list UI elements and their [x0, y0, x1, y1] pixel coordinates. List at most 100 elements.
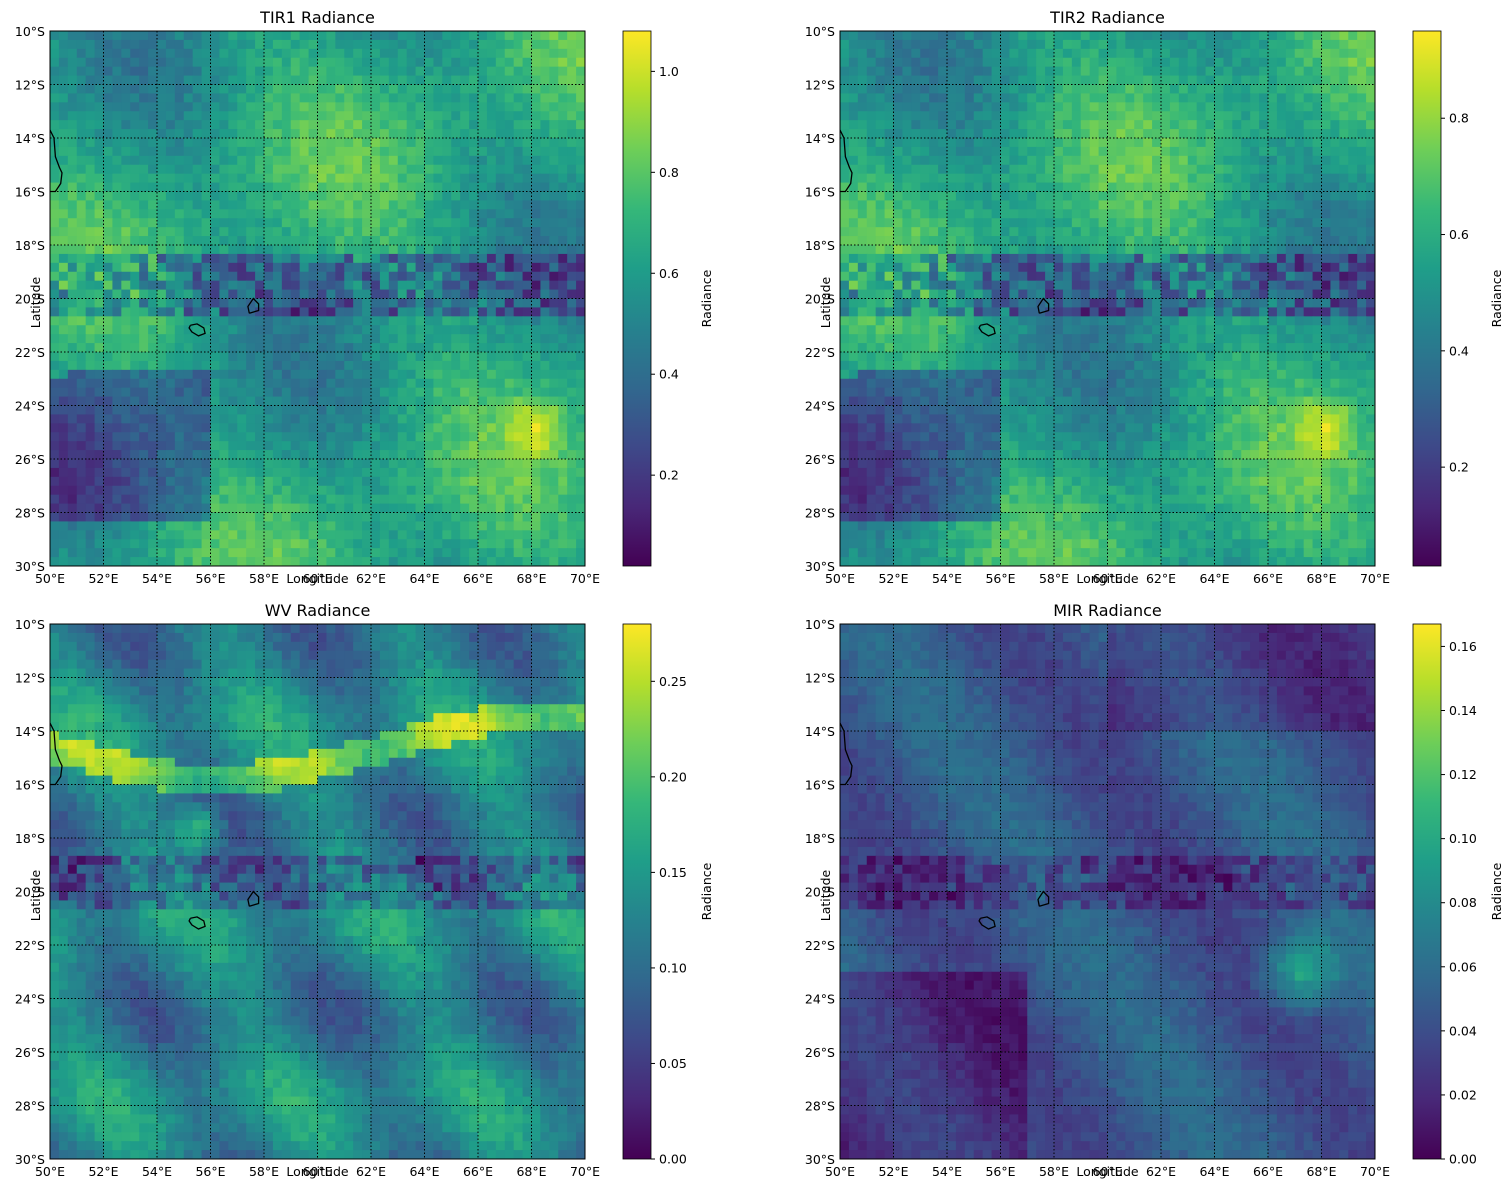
colorbar-tick-label: 0.05	[659, 1056, 687, 1071]
lon-tick-label: 54°E	[142, 571, 172, 586]
lat-tick-label: 10°S	[805, 617, 835, 632]
lon-tick-label: 58°E	[1039, 1164, 1069, 1179]
lon-tick-label: 62°E	[356, 571, 386, 586]
colorbar: 0.00 0.05 0.10 0.15 0.20 0.25 Radiance	[622, 623, 714, 1167]
coastline	[247, 890, 260, 907]
lon-tick-label: 54°E	[932, 571, 962, 586]
map-panel-2: TIR2 Radiance 50°E 52°E 54°E 56°E 58°E 60°E 62°…	[805, 8, 1504, 586]
lat-tick-label: 18°S	[805, 238, 835, 253]
lat-tick-label: 14°S	[15, 131, 45, 146]
lat-tick-label: 10°S	[805, 24, 835, 39]
colorbar-tick-label: 0.10	[1449, 831, 1477, 846]
radiance-raster	[840, 31, 1375, 566]
colorbar-tick-label: 0.25	[659, 674, 687, 689]
lon-tick-label: 50°E	[825, 1164, 855, 1179]
coastline	[978, 323, 996, 337]
colorbar-gradient	[1412, 623, 1442, 1160]
colorbar-tick-label: 0.16	[1449, 639, 1477, 654]
lat-tick-label: 18°S	[805, 831, 835, 846]
lon-tick-label: 64°E	[409, 1164, 439, 1179]
lat-tick-label: 18°S	[15, 238, 45, 253]
lat-tick-label: 30°S	[805, 1152, 835, 1167]
lat-tick-label: 20°S	[805, 292, 835, 307]
lon-tick-label: 70°E	[1360, 1164, 1390, 1179]
colorbar-tick-label: 0.4	[659, 367, 679, 382]
lat-tick-label: 20°S	[15, 885, 45, 900]
lon-tick-label: 54°E	[932, 1164, 962, 1179]
colorbar-tick-label: 0.6	[659, 266, 679, 281]
y-axis-label: Latitude	[28, 869, 43, 921]
lon-tick-label: 52°E	[878, 1164, 908, 1179]
lat-tick-label: 16°S	[15, 185, 45, 200]
lat-tick-label: 28°S	[15, 506, 45, 521]
x-axis-label: Longitude	[286, 571, 348, 586]
panel-title: MIR Radiance	[1053, 601, 1161, 620]
lat-tick-label: 20°S	[15, 292, 45, 307]
y-axis-label: Latitude	[818, 276, 833, 328]
lat-tick-label: 20°S	[805, 885, 835, 900]
colorbar-label: Radiance	[699, 269, 714, 327]
lon-tick-label: 58°E	[1039, 571, 1069, 586]
coastline	[839, 129, 853, 193]
coastline	[49, 722, 63, 786]
lon-tick-label: 68°E	[1306, 1164, 1336, 1179]
x-axis-label: Longitude	[1076, 571, 1138, 586]
colorbar-tick-label: 0.2	[659, 468, 679, 483]
radiance-raster	[50, 31, 585, 566]
lat-tick-label: 26°S	[805, 452, 835, 467]
colorbar-gradient	[622, 623, 652, 1160]
panel-title: TIR2 Radiance	[1049, 8, 1165, 27]
lon-tick-label: 52°E	[88, 1164, 118, 1179]
lat-tick-label: 26°S	[805, 1045, 835, 1060]
lat-tick-label: 30°S	[15, 1152, 45, 1167]
colorbar-label: Radiance	[1489, 862, 1504, 920]
radiance-raster	[840, 624, 1375, 1159]
colorbar-tick-label: 0.8	[1449, 111, 1469, 126]
colorbar-tick-label: 0.10	[659, 960, 687, 975]
y-axis-label: Latitude	[28, 276, 43, 328]
lon-tick-label: 50°E	[825, 571, 855, 586]
coastline	[247, 297, 260, 314]
lon-tick-label: 56°E	[195, 571, 225, 586]
colorbar-tick-label: 0.6	[1449, 227, 1469, 242]
colorbar-tick-label: 0.00	[659, 1152, 687, 1167]
lat-tick-label: 24°S	[805, 399, 835, 414]
lon-tick-label: 66°E	[463, 571, 493, 586]
lat-tick-label: 12°S	[805, 78, 835, 93]
lat-tick-label: 22°S	[15, 938, 45, 953]
x-axis-label: Longitude	[1076, 1164, 1138, 1179]
lat-tick-label: 18°S	[15, 831, 45, 846]
lon-tick-label: 52°E	[878, 571, 908, 586]
map-panel-4: MIR Radiance 50°E 52°E 54°E 56°E 58°E 60°E 62°E…	[805, 601, 1504, 1179]
colorbar: 0.00 0.02 0.04 0.06 0.08 0.10 0.12 0.14 0.16 Radi…	[1412, 623, 1504, 1167]
colorbar-tick-label: 0.15	[659, 865, 687, 880]
lat-tick-label: 28°S	[15, 1099, 45, 1114]
lat-tick-label: 30°S	[15, 559, 45, 574]
lon-tick-label: 52°E	[88, 571, 118, 586]
lat-tick-label: 12°S	[15, 671, 45, 686]
graticule	[839, 30, 1376, 567]
colorbar-tick-label: 1.0	[659, 64, 679, 79]
axes-frame	[49, 30, 586, 567]
lon-tick-label: 58°E	[249, 571, 279, 586]
lat-tick-label: 26°S	[15, 452, 45, 467]
lat-tick-label: 24°S	[15, 399, 45, 414]
lat-tick-label: 12°S	[805, 671, 835, 686]
axes-frame	[839, 623, 1376, 1160]
colorbar-tick-label: 0.00	[1449, 1152, 1477, 1167]
lat-tick-label: 22°S	[15, 345, 45, 360]
lat-tick-label: 10°S	[15, 617, 45, 632]
radiance-raster	[50, 624, 585, 1159]
colorbar-label: Radiance	[1489, 269, 1504, 327]
lon-tick-label: 64°E	[1199, 1164, 1229, 1179]
lon-tick-label: 50°E	[35, 571, 65, 586]
colorbar-tick-label: 0.06	[1449, 959, 1477, 974]
colorbar-gradient	[1412, 30, 1442, 567]
lon-tick-label: 50°E	[35, 1164, 65, 1179]
colorbar-tick-label: 0.02	[1449, 1087, 1477, 1102]
lat-tick-label: 10°S	[15, 24, 45, 39]
lon-tick-label: 70°E	[1360, 571, 1390, 586]
lat-tick-label: 28°S	[805, 506, 835, 521]
x-axis-label: Longitude	[286, 1164, 348, 1179]
